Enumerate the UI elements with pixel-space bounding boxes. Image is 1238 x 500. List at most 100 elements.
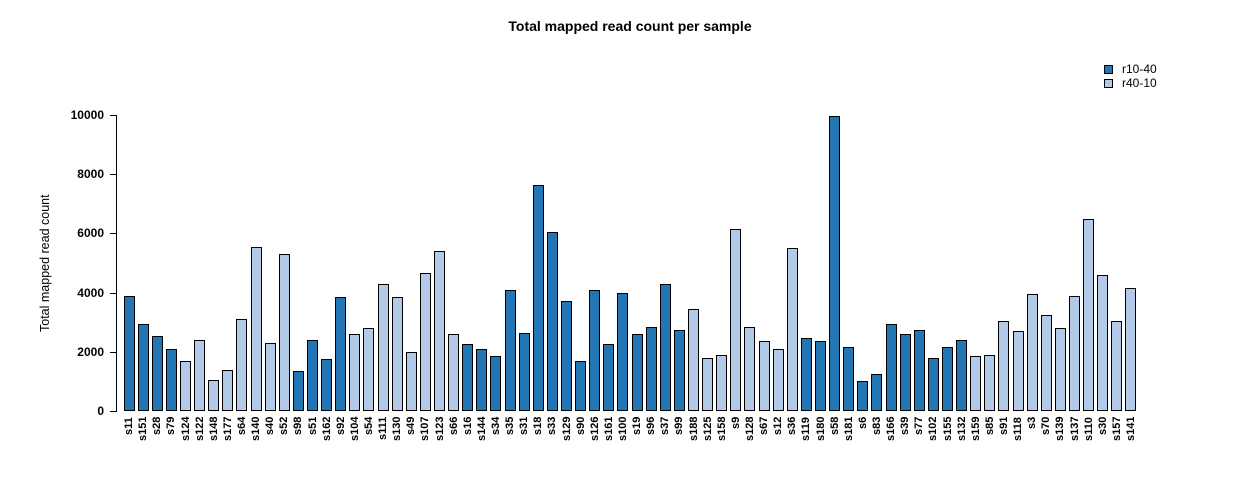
bar-s110 [1083,219,1095,411]
y-axis-line [116,115,117,412]
legend-label: r40-10 [1122,76,1157,90]
bar-s83 [871,374,883,411]
x-tick-label-s180: s180 [814,417,827,442]
bar-s161 [603,344,615,411]
x-tick-label-s49: s49 [405,417,418,436]
bar-s181 [843,347,855,411]
x-tick-label-s161: s161 [602,417,615,442]
bar-s99 [673,330,685,411]
bar-s141 [1125,288,1137,411]
bar-s52 [278,254,290,411]
bar-s49 [405,352,417,411]
bar-s162 [321,359,333,411]
bar-s188 [688,309,699,411]
y-tick-mark [110,351,116,353]
bar-s16 [462,344,474,411]
x-tick-label-s67: s67 [758,417,771,436]
bar-s9 [730,229,742,411]
x-tick-label-s52: s52 [278,417,291,436]
bar-s102 [927,358,939,411]
x-tick-label-s158: s158 [715,417,728,442]
legend-label: r10-40 [1122,62,1157,76]
bar-s157 [1111,321,1123,411]
bar-s177 [222,370,234,411]
x-tick-label-s16: s16 [461,417,474,436]
bar-s77 [913,330,925,411]
x-tick-label-s155: s155 [941,417,954,442]
legend: r10-40 r40-10 [1104,62,1157,90]
x-tick-label-s107: s107 [419,417,432,442]
bar-s139 [1054,328,1066,411]
x-tick-label-s18: s18 [532,417,545,436]
x-tick-label-s9: s9 [729,417,742,430]
x-tick-label-s144: s144 [475,417,488,442]
x-tick-label-s77: s77 [913,417,926,436]
y-tick-label: 8000 [77,167,104,182]
y-tick-mark [110,233,116,235]
x-tick-label-s3: s3 [1026,417,1039,430]
bar-s34 [490,356,502,411]
bar-s166 [885,324,897,411]
x-tick-label-s40: s40 [264,417,277,436]
x-tick-label-s151: s151 [137,417,150,442]
bar-s92 [335,297,347,411]
x-tick-label-s51: s51 [306,417,319,436]
legend-row: r10-40 [1104,62,1157,76]
bar-s66 [448,334,460,411]
x-tick-label-s19: s19 [631,417,644,436]
bar-s79 [165,349,177,411]
y-axis-label: Total mapped read count [38,194,52,333]
x-tick-label-s70: s70 [1040,417,1053,436]
y-tick-mark [110,292,116,294]
x-tick-label-s28: s28 [151,417,164,436]
bar-s19 [631,334,643,411]
x-tick-label-s140: s140 [250,417,263,442]
x-tick-label-s162: s162 [320,417,333,442]
x-tick-label-s166: s166 [885,417,898,442]
bar-s18 [532,185,544,411]
bar-s128 [744,327,756,411]
y-tick-label: 4000 [77,285,104,300]
bar-s104 [349,334,361,411]
x-tick-label-s96: s96 [645,417,658,436]
y-tick-mark [110,115,116,116]
x-tick-label-s36: s36 [786,417,799,436]
bar-s35 [504,290,516,411]
bar-s36 [786,248,798,411]
x-tick-label-s33: s33 [546,417,559,436]
x-tick-label-s31: s31 [518,417,531,436]
x-tick-label-s90: s90 [574,417,587,436]
bar-s148 [208,380,220,411]
x-tick-label-s66: s66 [447,417,460,436]
x-tick-label-s111: s111 [377,417,390,441]
bar-s67 [758,341,770,411]
x-tick-label-s91: s91 [997,417,1010,436]
legend-row: r40-10 [1104,76,1157,90]
bar-s33 [546,232,558,411]
y-tick-label: 0 [97,404,104,418]
y-tick-label: 2000 [77,344,104,359]
x-tick-label-s37: s37 [659,417,672,436]
bar-s123 [434,251,445,411]
bar-s91 [998,321,1010,411]
x-tick-label-s130: s130 [391,417,404,442]
x-tick-label-s100: s100 [616,417,629,442]
legend-swatch-icon [1104,64,1113,74]
bar-s125 [702,358,714,411]
bar-s6 [857,381,869,411]
x-tick-label-s104: s104 [348,417,361,442]
x-tick-label-s98: s98 [292,417,305,436]
x-tick-label-s11: s11 [123,417,136,435]
bar-s140 [250,247,262,411]
x-tick-label-s129: s129 [560,417,573,442]
bar-s155 [942,347,953,411]
bar-s28 [151,336,163,411]
legend-swatch-icon [1104,78,1113,88]
bar-s137 [1069,296,1080,411]
x-tick-label-s137: s137 [1068,417,1081,442]
x-tick-label-s148: s148 [207,417,220,442]
x-tick-label-s58: s58 [828,417,841,436]
x-tick-label-s181: s181 [842,417,855,442]
x-tick-label-s126: s126 [588,417,601,442]
x-tick-label-s159: s159 [969,417,982,442]
